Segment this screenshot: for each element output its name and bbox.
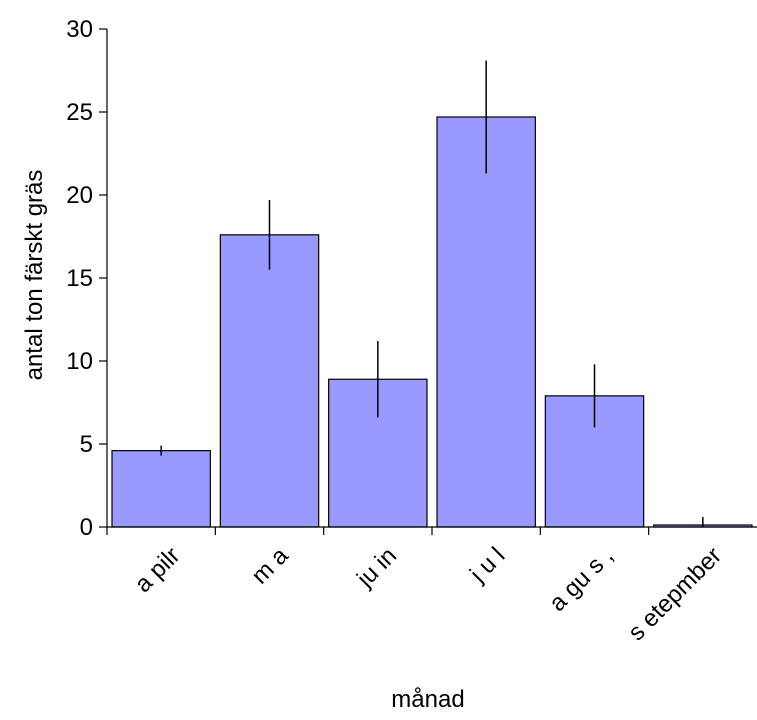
bar [436,116,536,528]
y-tick-label: 25 [66,99,93,126]
bar [111,450,211,528]
y-axis-ticks: 0 5 10 15 20 25 30 [66,16,107,541]
y-tick-label: 15 [66,265,93,292]
error-bars [160,60,704,527]
x-axis-ticks: a pilr m a ju in j u l a gu s ,s etepmber [106,527,727,646]
y-tick-label: 30 [66,16,93,43]
x-tick-label: s etepmber [623,542,727,646]
bars [111,116,753,528]
x-tick-label: j u l [464,542,510,588]
y-tick-label: 5 [80,431,93,458]
x-tick-label: a pilr [130,542,186,598]
bar [219,234,320,528]
y-tick-label: 0 [80,514,93,541]
x-axis-title: månad [391,686,464,713]
y-tick-label: 10 [66,348,93,375]
x-tick-label: m a [246,542,294,590]
y-axis-title: antal ton färskt gräs [21,170,48,381]
x-tick-label: ju in [351,542,402,593]
x-tick-label: a gu s , [544,542,619,617]
y-tick-label: 20 [66,182,93,209]
